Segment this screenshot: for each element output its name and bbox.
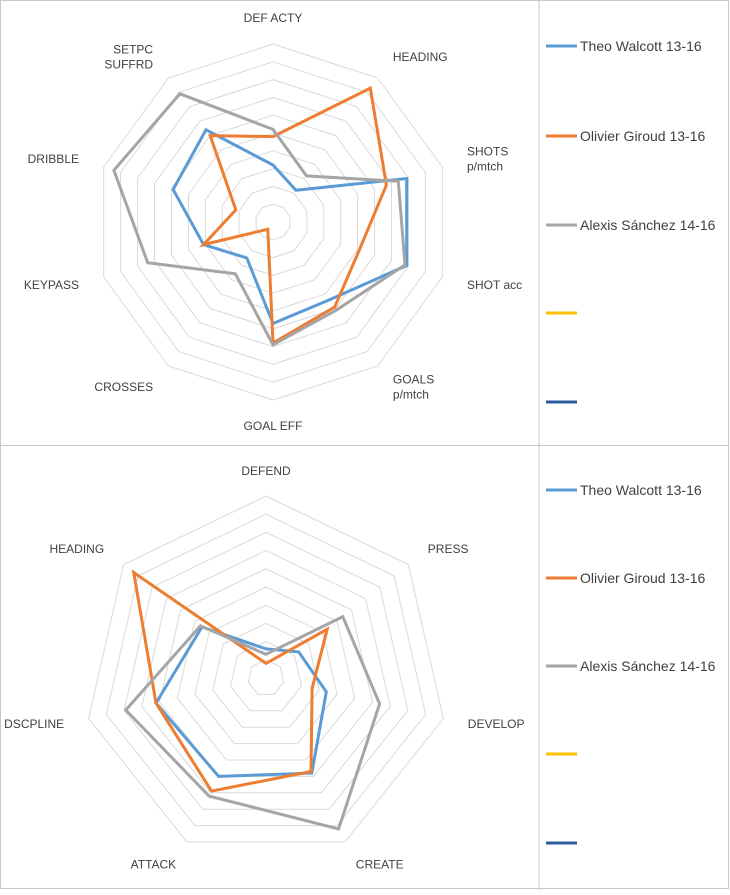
axis-label-crosses: CROSSES	[94, 380, 153, 394]
grid-ring	[221, 168, 325, 276]
grid	[88, 495, 444, 843]
grid-ring	[154, 96, 392, 348]
grid	[103, 43, 443, 401]
axis-labels: DEFEND PRESS DEVELOP CREATE ATTACK DSCPLINE HE…	[4, 464, 524, 872]
grid-ring	[105, 513, 427, 827]
grid-ring	[137, 79, 409, 365]
axis-label-dscpline: DSCPLINE	[4, 717, 64, 731]
axis-label-heading: HEADING	[50, 542, 105, 556]
radar-chart-1: DEF ACTY HEADING SHOTS p/mtch SHOT acc GOALS p…	[24, 1, 716, 895]
grid-ring	[120, 61, 426, 383]
series-theo-walcott-13-16	[154, 625, 328, 778]
legend: Theo Walcott 13-16 Olivier Giroud 13-16 Al…	[546, 38, 716, 404]
chart-panel-2: DEFEND PRESS DEVELOP CREATE ATTACK DSCPLINE HE…	[0, 445, 729, 895]
radar-chart-2: DEFEND PRESS DEVELOP CREATE ATTACK DSCPLINE HE…	[4, 446, 716, 895]
legend: Theo Walcott 13-16 Olivier Giroud 13-16 Al…	[546, 482, 716, 845]
legend-label-alexis-s-nchez-14-16: Alexis Sánchez 14-16	[580, 217, 716, 233]
axis-label-defend: DEFEND	[241, 464, 291, 478]
axis-label-heading: HEADING	[393, 50, 448, 64]
grid-ring	[247, 659, 285, 695]
axis-label-dribble: DRIBBLE	[28, 152, 79, 166]
series-alexis-s-nchez-14-16	[123, 614, 382, 831]
axis-label-shot-acc: SHOT acc	[467, 278, 522, 292]
grid-ring	[204, 150, 342, 294]
grid-ring	[229, 641, 303, 712]
grid-ring	[238, 185, 308, 259]
axis-label-keypass: KEYPASS	[24, 278, 79, 292]
grid-ring	[212, 622, 320, 728]
grid-ring	[88, 495, 444, 843]
grid-ring	[170, 114, 376, 330]
grid-ring	[176, 586, 356, 761]
axis-label-setpc-suffrd: SETPC SUFFRD	[104, 43, 153, 72]
axis-label-develop: DEVELOP	[468, 717, 525, 731]
axis-label-def-acty: DEF ACTY	[244, 11, 303, 25]
axis-label-goals-p-mtch: GOALS p/mtch	[393, 373, 434, 402]
axis-labels: DEF ACTY HEADING SHOTS p/mtch SHOT acc GOALS p…	[24, 11, 522, 433]
grid-ring	[187, 132, 359, 312]
axis-label-shots-p-mtch: SHOTS p/mtch	[467, 145, 508, 174]
grid-ring	[103, 43, 443, 401]
grid-ring	[141, 550, 391, 794]
axis-label-goal-eff: GOAL EFF	[244, 419, 303, 433]
legend-label-alexis-s-nchez-14-16: Alexis Sánchez 14-16	[580, 658, 716, 674]
legend-label-theo-walcott-13-16: Theo Walcott 13-16	[580, 38, 702, 54]
grid-ring	[158, 568, 374, 777]
legend-label-olivier-giroud-13-16: Olivier Giroud 13-16	[580, 128, 705, 144]
legend-label-olivier-giroud-13-16: Olivier Giroud 13-16	[580, 570, 705, 586]
axis-label-attack: ATTACK	[131, 858, 177, 872]
axis-label-press: PRESS	[428, 542, 469, 556]
axis-label-create: CREATE	[356, 858, 404, 872]
series-alexis-s-nchez-14-16	[112, 92, 407, 347]
grid-ring	[255, 203, 291, 241]
legend-label-theo-walcott-13-16: Theo Walcott 13-16	[580, 482, 702, 498]
series-olivier-giroud-13-16	[131, 569, 330, 793]
